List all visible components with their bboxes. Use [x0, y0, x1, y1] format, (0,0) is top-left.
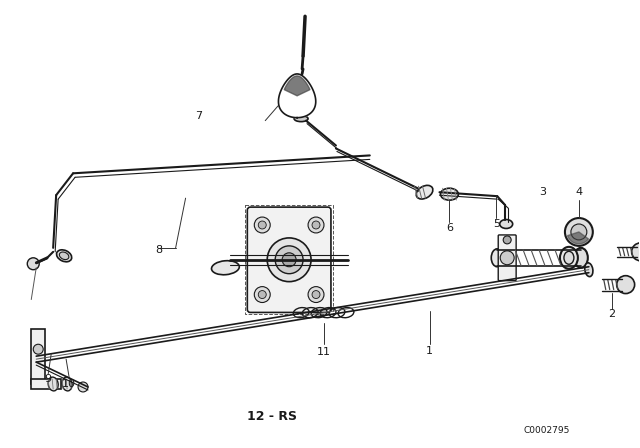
Circle shape: [617, 276, 635, 293]
Ellipse shape: [56, 250, 72, 262]
Text: 10: 10: [62, 379, 76, 389]
Text: 8: 8: [155, 245, 163, 255]
Text: 4: 4: [575, 187, 582, 197]
Circle shape: [259, 221, 266, 229]
Ellipse shape: [560, 247, 578, 269]
Ellipse shape: [440, 188, 458, 200]
Ellipse shape: [492, 249, 503, 267]
Bar: [245, 205, 333, 314]
Text: 7: 7: [195, 111, 202, 121]
Circle shape: [312, 291, 320, 298]
Circle shape: [28, 258, 39, 270]
Circle shape: [254, 287, 270, 302]
Circle shape: [308, 217, 324, 233]
Circle shape: [308, 287, 324, 302]
Polygon shape: [278, 74, 316, 118]
Ellipse shape: [574, 248, 588, 268]
Circle shape: [33, 344, 44, 354]
Text: 2: 2: [608, 310, 615, 319]
Text: 9: 9: [45, 374, 52, 384]
Circle shape: [632, 243, 640, 261]
Ellipse shape: [211, 261, 239, 275]
Text: 3: 3: [540, 187, 547, 197]
Ellipse shape: [48, 377, 58, 391]
Polygon shape: [284, 76, 310, 96]
Text: C0002795: C0002795: [524, 426, 570, 435]
Text: 11: 11: [317, 347, 331, 358]
Circle shape: [571, 224, 587, 240]
Circle shape: [312, 221, 320, 229]
Ellipse shape: [585, 263, 593, 276]
FancyBboxPatch shape: [498, 235, 516, 280]
FancyBboxPatch shape: [247, 207, 331, 312]
Circle shape: [565, 218, 593, 246]
Circle shape: [500, 251, 514, 265]
Text: 1: 1: [426, 346, 433, 356]
Polygon shape: [568, 232, 589, 244]
Circle shape: [254, 217, 270, 233]
Circle shape: [282, 253, 296, 267]
Circle shape: [78, 382, 88, 392]
Text: 12 - RS: 12 - RS: [247, 410, 297, 423]
Text: 6: 6: [446, 223, 453, 233]
Ellipse shape: [564, 251, 574, 264]
Circle shape: [259, 291, 266, 298]
Ellipse shape: [294, 116, 308, 122]
Circle shape: [503, 236, 511, 244]
Bar: [31, 329, 45, 384]
Ellipse shape: [60, 252, 69, 259]
Ellipse shape: [62, 377, 72, 391]
Ellipse shape: [500, 220, 513, 228]
Bar: [31, 379, 61, 389]
Ellipse shape: [416, 185, 433, 199]
Circle shape: [268, 238, 311, 282]
Text: 5: 5: [493, 219, 500, 229]
Circle shape: [275, 246, 303, 274]
